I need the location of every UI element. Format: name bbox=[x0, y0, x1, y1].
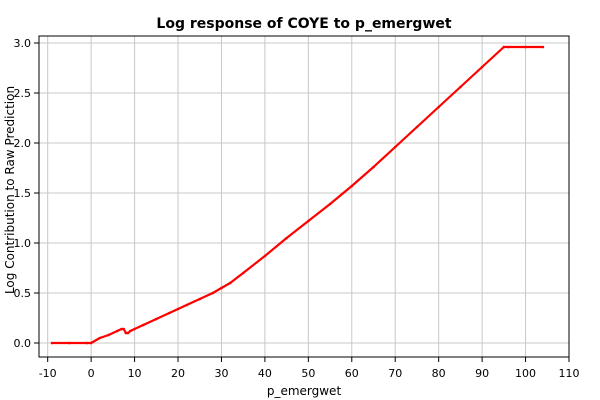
x-tick-label: 100 bbox=[515, 367, 536, 380]
data-point bbox=[141, 323, 145, 327]
x-tick-label: 70 bbox=[388, 367, 402, 380]
x-tick-label: 10 bbox=[128, 367, 142, 380]
y-tick-label: 3.0 bbox=[14, 37, 32, 50]
x-axis-label: p_emergwet bbox=[267, 384, 342, 398]
data-point bbox=[168, 311, 171, 315]
data-point bbox=[107, 333, 110, 337]
chart-title: Log response of COYE to p_emergwet bbox=[156, 16, 451, 32]
data-point bbox=[211, 291, 215, 295]
data-point bbox=[68, 341, 71, 345]
series-line bbox=[50, 45, 545, 345]
x-tick-label: 50 bbox=[301, 367, 315, 380]
y-tick-label: 1.5 bbox=[14, 187, 32, 200]
y-tick-label: 1.0 bbox=[14, 237, 32, 250]
x-tick-label: 30 bbox=[214, 367, 228, 380]
x-tick-label: -10 bbox=[39, 367, 57, 380]
data-line-layer bbox=[50, 45, 545, 345]
x-tick-label: 90 bbox=[475, 367, 489, 380]
data-point bbox=[437, 105, 440, 109]
data-point bbox=[228, 281, 232, 285]
data-point bbox=[50, 341, 54, 345]
data-point bbox=[328, 202, 332, 206]
data-point bbox=[220, 286, 223, 290]
data-point bbox=[459, 85, 462, 89]
data-point bbox=[89, 341, 93, 345]
data-point bbox=[285, 236, 288, 240]
data-point bbox=[124, 331, 128, 335]
grid-layer bbox=[39, 36, 570, 357]
data-point bbox=[126, 331, 130, 335]
x-tick-label: 80 bbox=[432, 367, 446, 380]
data-point bbox=[393, 145, 397, 149]
x-tick-label: 40 bbox=[258, 367, 272, 380]
data-point bbox=[133, 327, 136, 331]
data-point bbox=[185, 303, 188, 307]
x-tick-label: 0 bbox=[88, 367, 95, 380]
data-point bbox=[307, 219, 310, 223]
data-point bbox=[524, 45, 527, 49]
frame-layer bbox=[38, 35, 570, 358]
y-tick-label: 0.5 bbox=[14, 287, 32, 300]
data-point bbox=[98, 336, 102, 340]
x-tick-label: 110 bbox=[559, 367, 580, 380]
data-point bbox=[120, 327, 123, 331]
data-point bbox=[85, 341, 89, 345]
data-point bbox=[241, 271, 245, 275]
data-point bbox=[263, 254, 267, 258]
data-point bbox=[198, 297, 202, 301]
data-point bbox=[176, 307, 180, 311]
data-point bbox=[350, 184, 354, 188]
y-tick-label: 0.0 bbox=[14, 337, 32, 350]
data-point bbox=[128, 329, 132, 333]
data-point bbox=[506, 45, 510, 49]
data-point bbox=[480, 65, 484, 69]
data-point bbox=[155, 317, 158, 321]
data-point bbox=[502, 45, 506, 49]
data-point bbox=[115, 329, 119, 333]
y-axis-label: Log Contribution to Raw Prediction bbox=[3, 86, 17, 294]
data-point bbox=[541, 45, 545, 49]
data-point bbox=[372, 165, 375, 169]
data-point bbox=[415, 125, 419, 129]
y-tick-label: 2.5 bbox=[14, 87, 32, 100]
plot-frame bbox=[38, 35, 570, 358]
data-point bbox=[122, 327, 126, 331]
tick-layer: -10 0 10 20 30 40 50 60 70 80 90 100 110 0.0 0.5 1.0 1.5… bbox=[14, 37, 580, 380]
y-tick-label: 2.0 bbox=[14, 137, 32, 150]
x-tick-label: 20 bbox=[171, 367, 185, 380]
x-tick-label: 60 bbox=[345, 367, 359, 380]
